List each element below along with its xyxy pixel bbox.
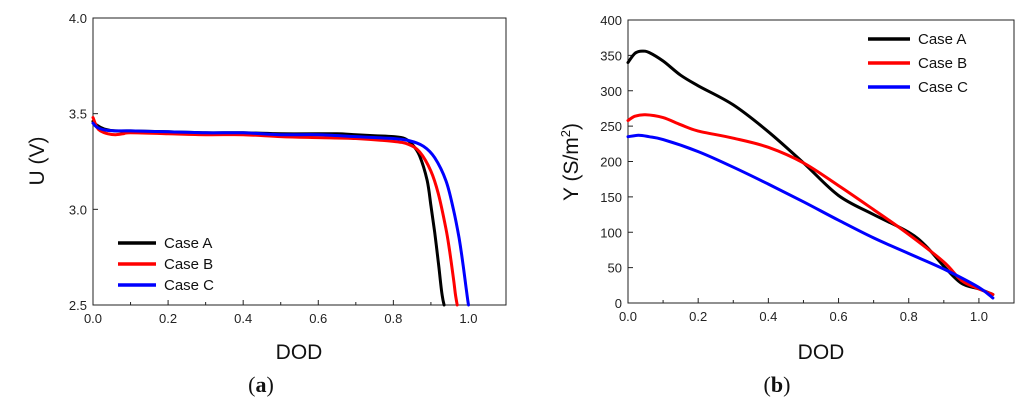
y-tick-label: 350 [600,48,622,63]
x-tick-label: 0.8 [900,309,918,324]
y-axis-ticks-b: 0 50 100 150 200 250 300 350 400 [600,13,633,311]
y-tick-label: 200 [600,155,622,170]
legend-label: Case B [164,256,213,273]
panel-letter-a: a [256,372,267,397]
y-tick-label: 3.0 [69,202,87,217]
legend-a: Case A Case B Case C [118,235,214,294]
plot-frame-a [92,17,507,306]
series-line-case-a [626,49,995,296]
legend-label: Case A [164,235,212,252]
series-line-case-b [91,116,459,307]
panel-label-b: (b) [764,372,791,397]
x-tick-label: 0.0 [619,309,637,324]
y-tick-label: 4.0 [69,11,87,26]
y-axis-label-b-main: Y (S/m [560,137,583,201]
y-axis-ticks-a: 2.5 3.0 3.5 4.0 [69,11,98,313]
series-lines-a [91,116,470,307]
x-tick-label: 0.6 [830,309,848,324]
series-line-case-c [91,121,470,307]
y-tick-label: 300 [600,84,622,99]
legend-label: Case B [918,55,967,72]
x-axis-ticks-b: 0.0 0.2 0.4 0.6 0.8 1.0 [619,298,988,324]
x-tick-label: 0.2 [689,309,707,324]
y-tick-label: 0 [615,296,622,311]
panel-letter-b: b [771,372,783,397]
y-tick-label: 250 [600,119,622,134]
x-tick-label: 0.2 [159,311,177,326]
y-tick-label: 50 [608,261,622,276]
legend-label: Case A [918,31,966,48]
y-tick-label: 3.5 [69,107,87,122]
x-tick-label: 0.8 [384,311,402,326]
y-tick-label: 2.5 [69,298,87,313]
x-tick-label: 1.0 [970,309,988,324]
legend-b: Case A Case B Case C [868,31,968,96]
x-axis-label-a: DOD [276,341,323,364]
x-tick-label: 0.4 [234,311,252,326]
x-tick-label: 0.6 [309,311,327,326]
panel-label-a: (a) [248,372,274,397]
chart-panel-a: 0.0 0.2 0.4 0.6 0.8 1.0 2.53.03.54.0 Case ACa… [26,11,507,397]
x-axis-label-b: DOD [798,341,845,364]
x-tick-label: 0.0 [84,311,102,326]
series-line-case-a [91,119,446,307]
y-axis-label-b: Y (S/m2) [558,123,583,201]
x-axis-ticks-a: 0.0 0.2 0.4 0.6 0.8 1.0 [84,300,477,326]
series-lines-b [626,49,995,300]
y-tick-label: 150 [600,190,622,205]
chart-panel-b: 0.0 0.2 0.4 0.6 0.8 1.0 0 50 100 150 200 250 300 350… [558,13,1015,397]
y-tick-label: 400 [600,13,622,28]
legend-label: Case C [164,277,214,294]
y-axis-label-b-end: ) [560,123,583,130]
legend-label: Case C [918,79,968,96]
x-tick-label: 0.4 [759,309,777,324]
y-axis-label-a: U (V) [26,137,49,186]
y-tick-label: 100 [600,225,622,240]
x-tick-label: 1.0 [459,311,477,326]
series-line-case-c [626,133,995,300]
y-axis-label-b-sup: 2 [558,130,573,137]
